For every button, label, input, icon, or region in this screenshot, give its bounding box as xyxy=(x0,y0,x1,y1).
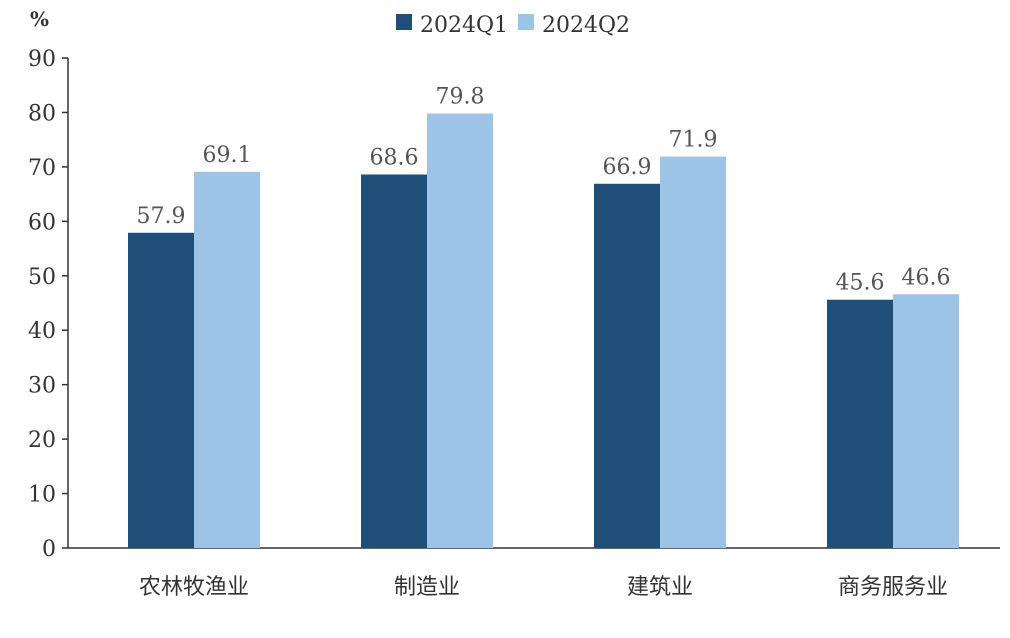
y-tick-label-70: 70 xyxy=(28,156,56,181)
legend-swatch-1 xyxy=(518,14,534,30)
x-tick-label-0: 农林牧渔业 xyxy=(139,575,249,600)
data-label-0-0: 57.9 xyxy=(137,204,186,229)
y-tick-label-60: 60 xyxy=(28,210,56,235)
bar-0-3 xyxy=(827,299,893,548)
y-axis-unit-label: % xyxy=(30,7,49,31)
bar-0-0 xyxy=(128,232,194,548)
x-tick-label-2: 建筑业 xyxy=(627,575,693,600)
data-label-0-3: 45.6 xyxy=(836,271,885,296)
y-tick-label-30: 30 xyxy=(28,374,56,399)
x-tick-label-3: 商务服务业 xyxy=(838,575,948,600)
bar-0-2 xyxy=(594,183,660,548)
bar-0-1 xyxy=(361,174,427,548)
legend-label-0: 2024Q1 xyxy=(420,13,508,38)
legend-swatch-0 xyxy=(396,14,412,30)
bar-1-1 xyxy=(427,113,493,549)
data-label-1-1: 79.8 xyxy=(436,85,485,110)
y-tick-label-20: 20 xyxy=(28,428,56,453)
legend-label-1: 2024Q2 xyxy=(542,13,630,38)
data-label-0-2: 66.9 xyxy=(603,155,652,180)
y-tick-label-80: 80 xyxy=(28,101,56,126)
x-tick-label-1: 制造业 xyxy=(394,575,460,600)
data-label-1-2: 71.9 xyxy=(669,128,718,153)
data-label-1-0: 69.1 xyxy=(203,143,252,168)
data-label-1-3: 46.6 xyxy=(902,265,951,290)
y-tick-label-0: 0 xyxy=(42,537,56,562)
y-tick-label-50: 50 xyxy=(28,265,56,290)
bar-1-2 xyxy=(660,156,726,549)
bar-1-3 xyxy=(893,294,959,548)
y-tick-label-10: 10 xyxy=(28,483,56,508)
y-tick-label-40: 40 xyxy=(28,319,56,344)
y-tick-label-90: 90 xyxy=(28,47,56,72)
data-label-0-1: 68.6 xyxy=(370,146,419,171)
bar-1-0 xyxy=(194,171,260,549)
